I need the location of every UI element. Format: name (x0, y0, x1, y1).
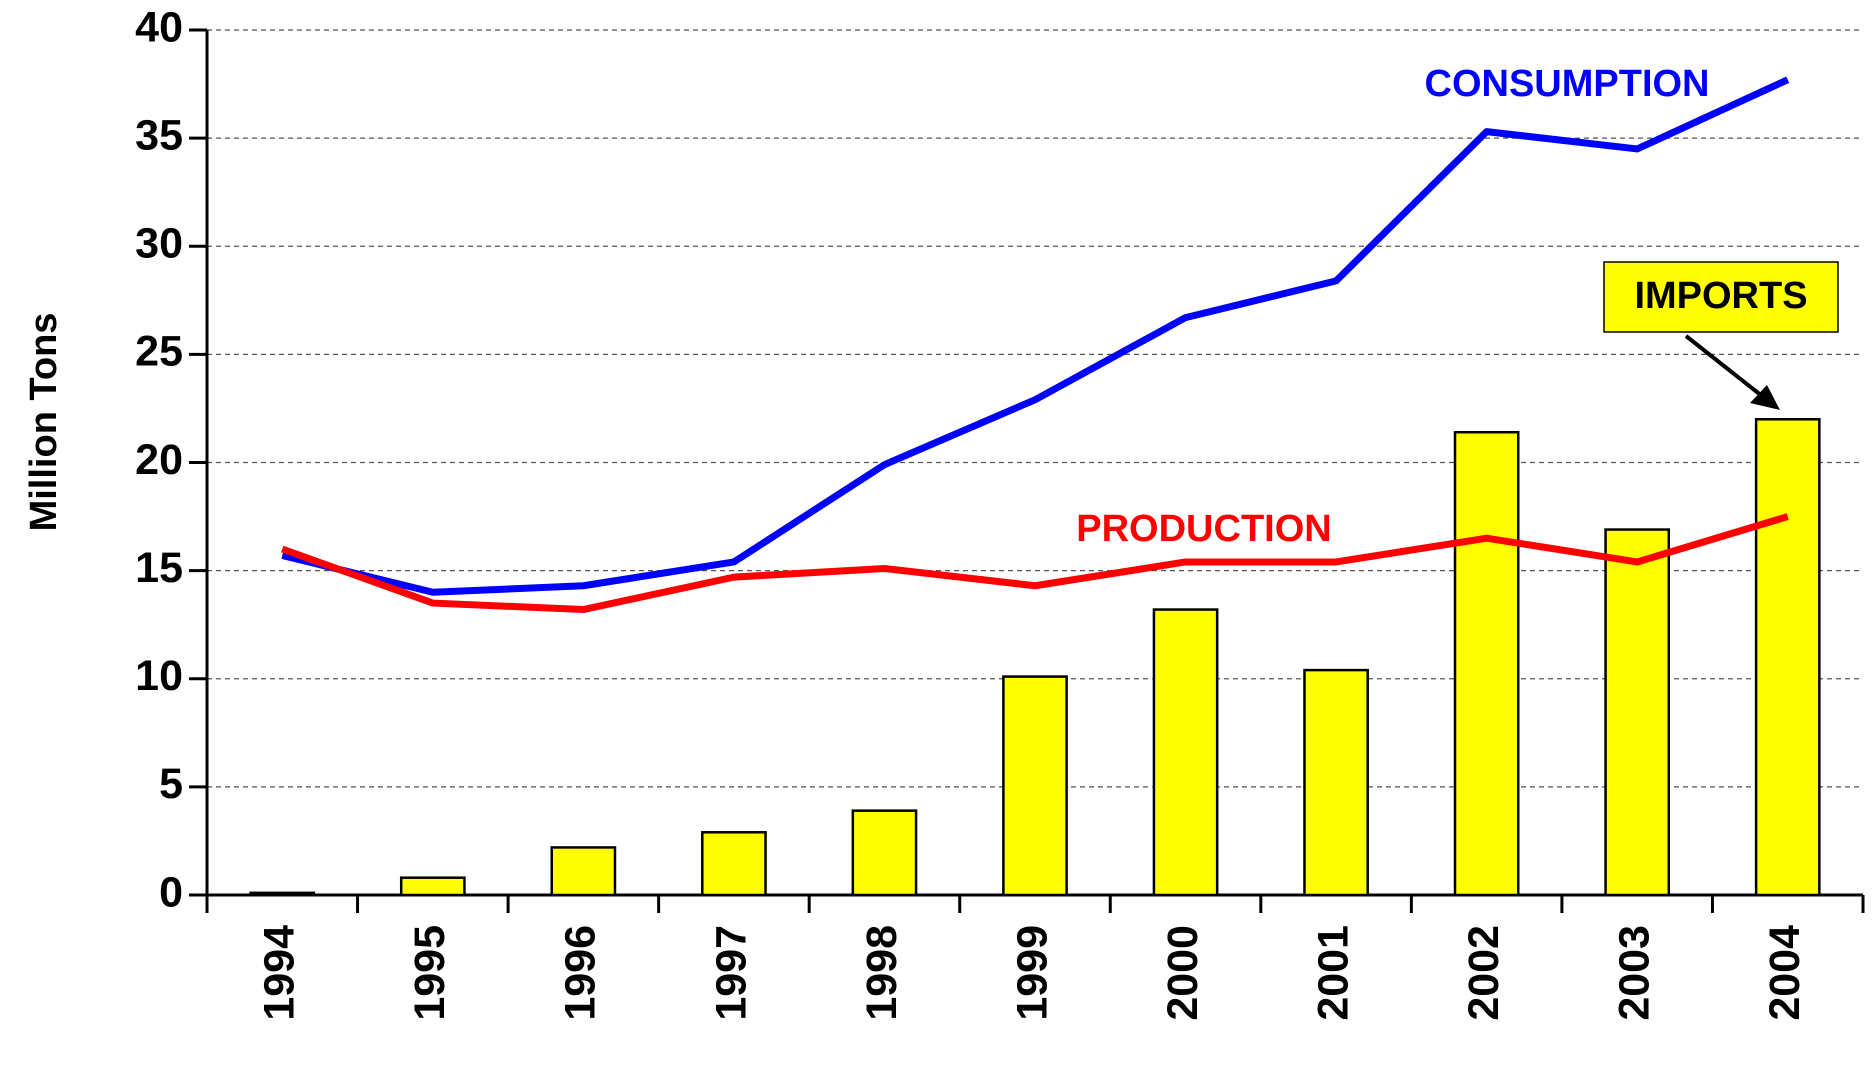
y-tick-label: 5 (159, 760, 183, 808)
y-axis-label: Million Tons (23, 313, 65, 532)
x-tick-label: 1994 (256, 925, 304, 1021)
bar (701, 831, 767, 897)
arrow (1684, 334, 1764, 398)
line (281, 76, 1790, 596)
y-tick-label: 15 (135, 544, 183, 592)
x-tick-label: 1998 (858, 925, 906, 1021)
bar (1002, 675, 1068, 897)
arrowhead (1750, 385, 1780, 410)
label-box (1603, 261, 1839, 333)
series-label: CONSUMPTION (1425, 63, 1710, 105)
y-tick-label: 20 (135, 436, 183, 484)
y-tick-label: 35 (135, 111, 183, 159)
line (281, 513, 1789, 614)
bar (399, 876, 466, 897)
bar (1303, 668, 1369, 897)
bar (1754, 418, 1821, 897)
x-tick-label: 2002 (1460, 925, 1508, 1021)
bar (1453, 430, 1520, 897)
series-label: PRODUCTION (1076, 508, 1331, 550)
y-tick-label: 40 (135, 3, 183, 51)
x-tick-label: 2003 (1611, 925, 1659, 1021)
x-tick-label: 2001 (1309, 925, 1357, 1021)
bar (1604, 528, 1671, 897)
y-tick-label: 0 (159, 868, 183, 916)
x-tick-label: 2000 (1159, 925, 1207, 1021)
bar (851, 809, 918, 897)
x-tick-label: 1995 (406, 925, 454, 1021)
y-tick-label: 10 (135, 652, 183, 700)
bar (1152, 608, 1219, 897)
x-tick-label: 1997 (707, 925, 755, 1021)
bar (249, 891, 316, 897)
bar (550, 846, 617, 897)
x-tick-label: 1996 (557, 925, 605, 1021)
y-tick-label: 30 (135, 220, 183, 268)
x-tick-label: 1999 (1008, 925, 1056, 1021)
x-tick-label: 2004 (1761, 925, 1809, 1021)
y-tick-label: 25 (135, 328, 183, 376)
series-label: IMPORTS (1634, 275, 1807, 317)
